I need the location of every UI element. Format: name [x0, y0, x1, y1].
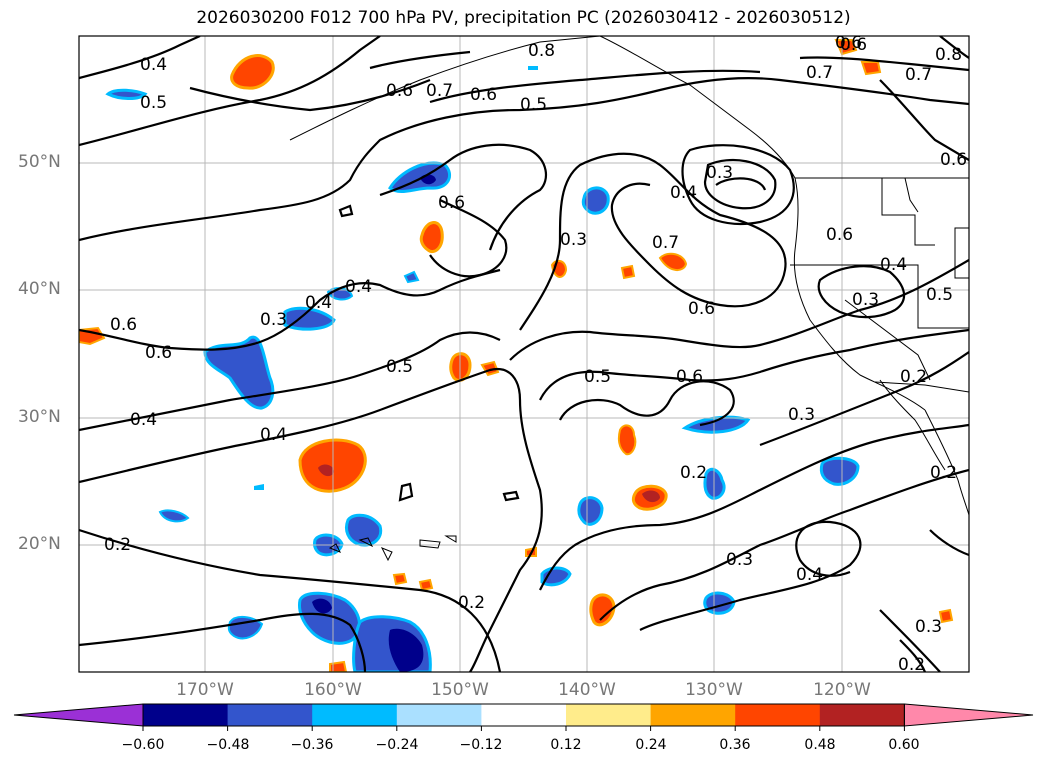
contour-label: 0.3	[915, 617, 942, 637]
contour-label: 0.4	[130, 410, 157, 430]
contour-label: 0.3	[726, 550, 753, 570]
map-frame	[78, 35, 970, 673]
colorbar-segment	[566, 704, 652, 726]
colorbar-tick-label: −0.48	[206, 737, 250, 753]
lon-label-150w: 150°W	[431, 680, 489, 700]
contour-label: 0.4	[305, 293, 332, 313]
map-plot-area: 0.4 0.5 0.6 0.8 0.7 0.6 0.5 0.8 0.7 0.6 …	[79, 33, 969, 675]
lon-label-120w: 120°W	[813, 680, 871, 700]
contour-label: 0.7	[426, 81, 453, 101]
colorbar-tick-label: −0.24	[375, 737, 419, 753]
contour-label: 0.5	[584, 367, 611, 387]
contour-label: 0.2	[680, 463, 707, 483]
colorbar-segment	[650, 704, 736, 726]
colorbar-tick-label: 0.60	[888, 737, 920, 753]
contour-label: 0.8	[528, 41, 555, 61]
lat-label-20n: 20°N	[18, 534, 61, 554]
contour-label: 0.3	[788, 405, 815, 425]
contour-label: 0.4	[880, 255, 907, 275]
contour-label: 0.7	[905, 65, 932, 85]
colorbar-segment	[735, 704, 821, 726]
colorbar-outline	[142, 703, 905, 727]
contour-label: 0.5	[926, 285, 953, 305]
contour-labels: 0.4 0.5 0.6 0.8 0.7 0.6 0.5 0.8 0.7 0.6 …	[104, 33, 967, 675]
contour-label: 0.4	[260, 425, 287, 445]
contour-label: 0.7	[652, 233, 679, 253]
contour-label: 0.7	[806, 63, 833, 83]
contour-label: 0.8	[935, 45, 962, 65]
lon-label-140w: 140°W	[558, 680, 616, 700]
contour-label: 0.6	[145, 343, 172, 363]
pv-contours	[79, 36, 969, 672]
contour-label: 0.5	[520, 95, 547, 115]
figure-title: 2026030200 F012 700 hPa PV, precipitatio…	[196, 8, 851, 28]
contour-label: 0.6	[840, 35, 867, 55]
lon-label-160w: 160°W	[304, 680, 362, 700]
colorbar	[13, 703, 1034, 731]
contour-label: 0.4	[140, 55, 167, 75]
coastlines	[289, 36, 969, 562]
contour-label: 0.6	[110, 315, 137, 335]
colorbar-segment	[312, 704, 398, 726]
contour-label: 0.6	[940, 150, 967, 170]
lat-label-40n: 40°N	[18, 279, 61, 299]
colorbar-tick-label: 0.36	[719, 737, 751, 753]
colorbar-tick-label: 0.24	[635, 737, 667, 753]
contour-label: 0.2	[900, 367, 927, 387]
contour-label: 0.2	[458, 593, 485, 613]
graticule	[79, 36, 969, 672]
colorbar-tick-label: 0.48	[804, 737, 836, 753]
contour-label: 0.6	[676, 367, 703, 387]
contour-label: 0.6	[826, 225, 853, 245]
lat-label-30n: 30°N	[18, 407, 61, 427]
contour-label: 0.6	[386, 81, 413, 101]
colorbar-tick-label: −0.12	[459, 737, 503, 753]
colorbar-extend-min	[13, 703, 144, 727]
contour-label: 0.3	[560, 230, 587, 250]
contour-label: 0.6	[470, 85, 497, 105]
colorbar-tick-label: −0.60	[121, 737, 165, 753]
contour-label: 0.6	[688, 299, 715, 319]
colorbar-tick-label: −0.36	[290, 737, 334, 753]
lat-label-50n: 50°N	[18, 152, 61, 172]
contour-label: 0.2	[898, 655, 925, 675]
contour-label: 0.4	[796, 565, 823, 585]
lon-label-170w: 170°W	[176, 680, 234, 700]
contour-label: 0.2	[104, 535, 131, 555]
contour-label: 0.4	[345, 277, 372, 297]
contour-label: 0.6	[438, 193, 465, 213]
colorbar-tick-label: 0.12	[550, 737, 582, 753]
contour-label: 0.3	[260, 310, 287, 330]
contour-label: 0.2	[930, 463, 957, 483]
colorbar-segment	[227, 704, 313, 726]
colorbar-segment	[819, 704, 905, 726]
contour-label: 0.6	[835, 33, 862, 53]
contour-label: 0.5	[386, 357, 413, 377]
contour-label: 0.3	[706, 163, 733, 183]
colorbar-extend-max	[903, 703, 1034, 727]
colorbar-segment	[143, 704, 229, 726]
colorbar-segment	[396, 704, 482, 726]
lon-label-130w: 130°W	[685, 680, 743, 700]
contour-label: 0.5	[140, 93, 167, 113]
contour-label: 0.3	[852, 290, 879, 310]
contour-label: 0.4	[670, 183, 697, 203]
colorbar-segment	[481, 704, 567, 726]
